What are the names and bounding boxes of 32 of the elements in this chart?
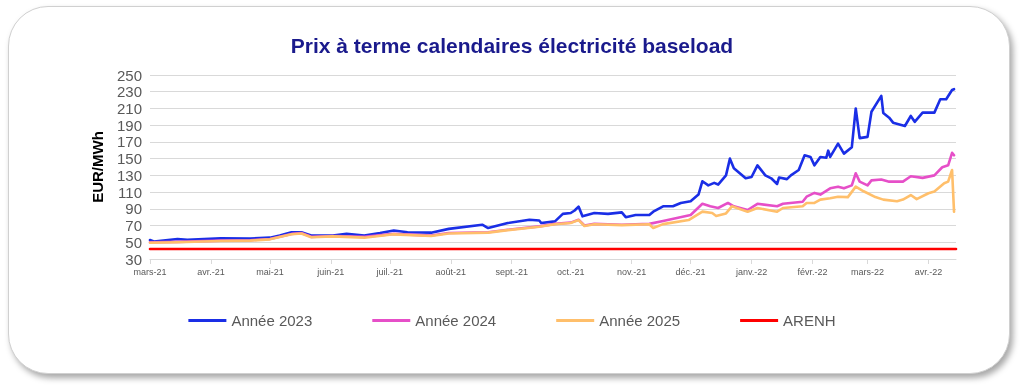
legend-label: Année 2024 bbox=[415, 312, 497, 329]
y-tick-label: 170 bbox=[116, 133, 142, 151]
x-tick-label: avr.-21 bbox=[197, 266, 225, 277]
x-tick-label: août-21 bbox=[435, 266, 467, 277]
y-tick-label: 50 bbox=[125, 233, 142, 251]
y-tick-label: 30 bbox=[125, 250, 142, 268]
x-tick-label: nov.-21 bbox=[616, 266, 647, 277]
x-tick-label: mars-22 bbox=[851, 266, 885, 277]
x-tick-label: juil.-21 bbox=[375, 266, 404, 277]
y-tick-label: 250 bbox=[116, 66, 142, 84]
y-tick-label: 110 bbox=[118, 183, 142, 201]
x-tick-label: avr.-22 bbox=[914, 266, 943, 277]
y-tick-label: 230 bbox=[116, 83, 142, 101]
x-tick-label: févr.-22 bbox=[797, 266, 828, 277]
y-tick-label: 150 bbox=[116, 150, 142, 168]
x-tick-label: mai-21 bbox=[256, 266, 284, 277]
y-tick-label: 90 bbox=[125, 200, 142, 218]
x-tick-label: sept.-21 bbox=[495, 266, 528, 277]
y-tick-label: 210 bbox=[116, 99, 142, 117]
y-axis-title: EUR/MWh bbox=[89, 131, 106, 203]
y-tick-label: 130 bbox=[116, 166, 142, 184]
x-tick-label: juin-21 bbox=[316, 266, 345, 277]
x-tick-label: mars-21 bbox=[133, 266, 167, 277]
chart-title: Prix à terme calendaires électricité baseload bbox=[290, 34, 734, 57]
x-tick-label: déc.-21 bbox=[675, 266, 706, 277]
x-tick-label: oct.-21 bbox=[556, 266, 585, 277]
legend-label: Année 2023 bbox=[231, 312, 313, 329]
y-tick-label: 190 bbox=[116, 116, 142, 134]
legend-label: ARENH bbox=[783, 312, 836, 329]
x-tick-label: janv.-22 bbox=[734, 266, 768, 277]
y-tick-label: 70 bbox=[125, 217, 142, 235]
legend-label: Année 2025 bbox=[599, 312, 681, 329]
